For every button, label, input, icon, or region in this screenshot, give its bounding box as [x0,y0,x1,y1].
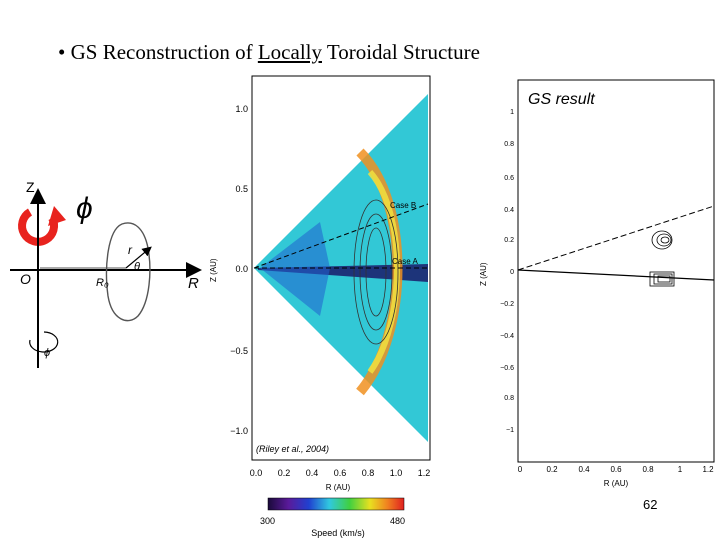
small-r-label: r [128,243,133,257]
gs-x-tick: 1 [678,465,683,474]
gs-x-ticks: 0 0.2 0.4 0.6 0.8 1 1.2 [518,465,714,474]
gs-result-panel: GS result Z (AU) 1 0.8 0.6 0.4 0.2 0 −0.… [479,79,715,488]
theta-label: θ [134,261,140,273]
small-r-vector [125,246,152,269]
gs-x-tick: 0.4 [578,465,590,474]
slide-title: • GS Reconstruction of Locally Toroidal … [58,40,480,65]
gs-y-ticks: 1 0.8 0.6 0.4 0.2 0 −0.2 −0.4 −0.6 0.8 −… [500,109,514,434]
sim-x-tick: 1.2 [418,468,431,478]
sim-y-tick: 0.0 [235,264,248,274]
sim-y-ticks: 1.0 0.5 0.0 −0.5 −1.0 [230,104,248,436]
sim-y-tick: −0.5 [230,346,248,356]
sim-x-tick: 0.6 [334,468,347,478]
gs-y-tick: 0.6 [504,175,514,182]
gs-x-tick: 1.2 [702,465,714,474]
colorbar-label: Speed (km/s) [311,528,365,538]
gs-x-tick: 0.6 [610,465,622,474]
gs-title: GS result [528,91,595,108]
sim-x-tick: 0.8 [362,468,375,478]
sim-x-tick: 0.2 [278,468,291,478]
case-a-label: Case A [392,257,418,266]
gs-upper-contours [651,230,673,250]
gs-x-tick: 0.2 [546,465,558,474]
colorbar-max: 480 [390,516,405,526]
page-number: 62 [643,497,658,512]
gs-x-tick: 0 [518,465,523,474]
bullet: • [58,40,66,64]
gs-plot-frame [517,79,715,463]
gs-case-b-line [517,205,715,271]
title-underlined: Locally [257,40,322,64]
gs-x-axis-label: R (AU) [604,479,629,488]
phi-symbol: ϕ [76,192,93,225]
sim-blue-region [260,222,330,316]
gs-y-tick: 0.8 [504,141,514,148]
flux-rope-outline [105,222,151,322]
rotation-arrowhead-icon [48,206,66,226]
z-axis-label: Z [26,179,35,195]
gs-y-tick: 0.2 [504,237,514,244]
colorbar [267,497,405,511]
gs-y-tick: −0.2 [500,301,514,308]
citation: (Riley et al., 2004) [256,444,329,454]
small-rotation-icon [29,331,59,353]
r-axis-label: R [188,275,199,292]
phi-small-label: ϕ [44,347,50,359]
gs-y-tick: −0.6 [500,365,514,372]
simulation-panel: Case B Case A Z (AU) 1.0 0.5 0.0 −0.5 −1… [210,75,431,538]
sim-x-tick: 0.0 [250,468,263,478]
title-post: Toroidal Structure [321,40,480,64]
gs-y-tick: −0.4 [500,333,514,340]
gs-y-tick: 0.8 [504,395,514,402]
gs-case-a-line [517,269,715,281]
rotation-arrow-icon [18,208,58,246]
sim-y-tick: 1.0 [235,104,248,114]
origin-label: O [20,271,31,287]
sim-y-axis-label: Z (AU) [210,258,218,282]
gs-y-tick: 1 [510,109,514,116]
gs-lower-contours [649,271,675,287]
gs-y-tick: 0 [510,269,514,276]
r0-label: R₀ [96,277,109,289]
sim-y-tick: 0.5 [235,184,248,194]
sim-contours [353,199,399,345]
colorbar-min: 300 [260,516,275,526]
toroidal-diagram: Z R O ϕ r θ R₀ ϕ [10,179,202,368]
case-b-line [253,203,429,269]
gs-y-tick: −1 [506,427,514,434]
gs-y-axis-label: Z (AU) [479,262,488,286]
gs-x-tick: 0.8 [642,465,654,474]
sim-shock-inner [367,169,400,374]
case-b-label: Case B [390,201,416,210]
sim-x-tick: 1.0 [390,468,403,478]
sim-x-ticks: 0.0 0.2 0.4 0.6 0.8 1.0 1.2 [250,468,431,478]
sim-x-tick: 0.4 [306,468,319,478]
sim-x-axis-label: R (AU) [326,483,351,492]
sim-y-tick: −1.0 [230,426,248,436]
title-pre: GS Reconstruction of [70,40,258,64]
gs-y-tick: 0.4 [504,207,514,214]
